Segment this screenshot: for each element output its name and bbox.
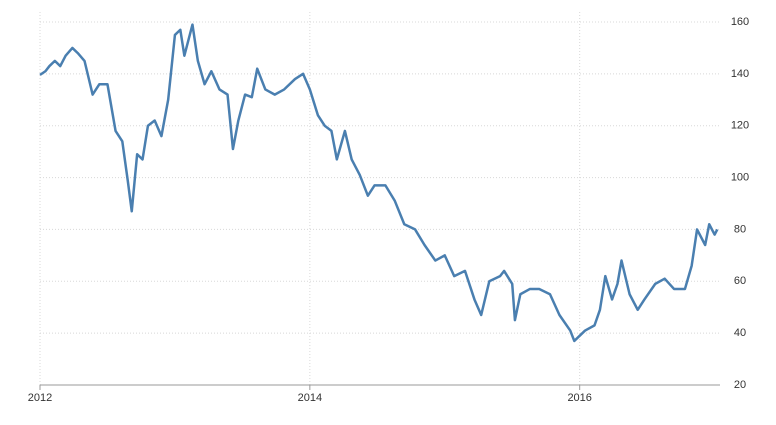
y-tick-label: 140 — [731, 68, 749, 80]
y-tick-label: 100 — [731, 171, 749, 183]
y-tick-label: 40 — [734, 327, 746, 339]
x-tick-label: 2014 — [298, 392, 322, 404]
y-tick-label: 20 — [734, 379, 746, 391]
x-tick-label: 2012 — [28, 392, 52, 404]
y-tick-label: 80 — [734, 223, 746, 235]
y-tick-label: 160 — [731, 16, 749, 28]
y-tick-label: 120 — [731, 120, 749, 132]
y-tick-label: 60 — [734, 275, 746, 287]
line-series — [39, 23, 719, 343]
x-tick-label: 2016 — [567, 392, 591, 404]
